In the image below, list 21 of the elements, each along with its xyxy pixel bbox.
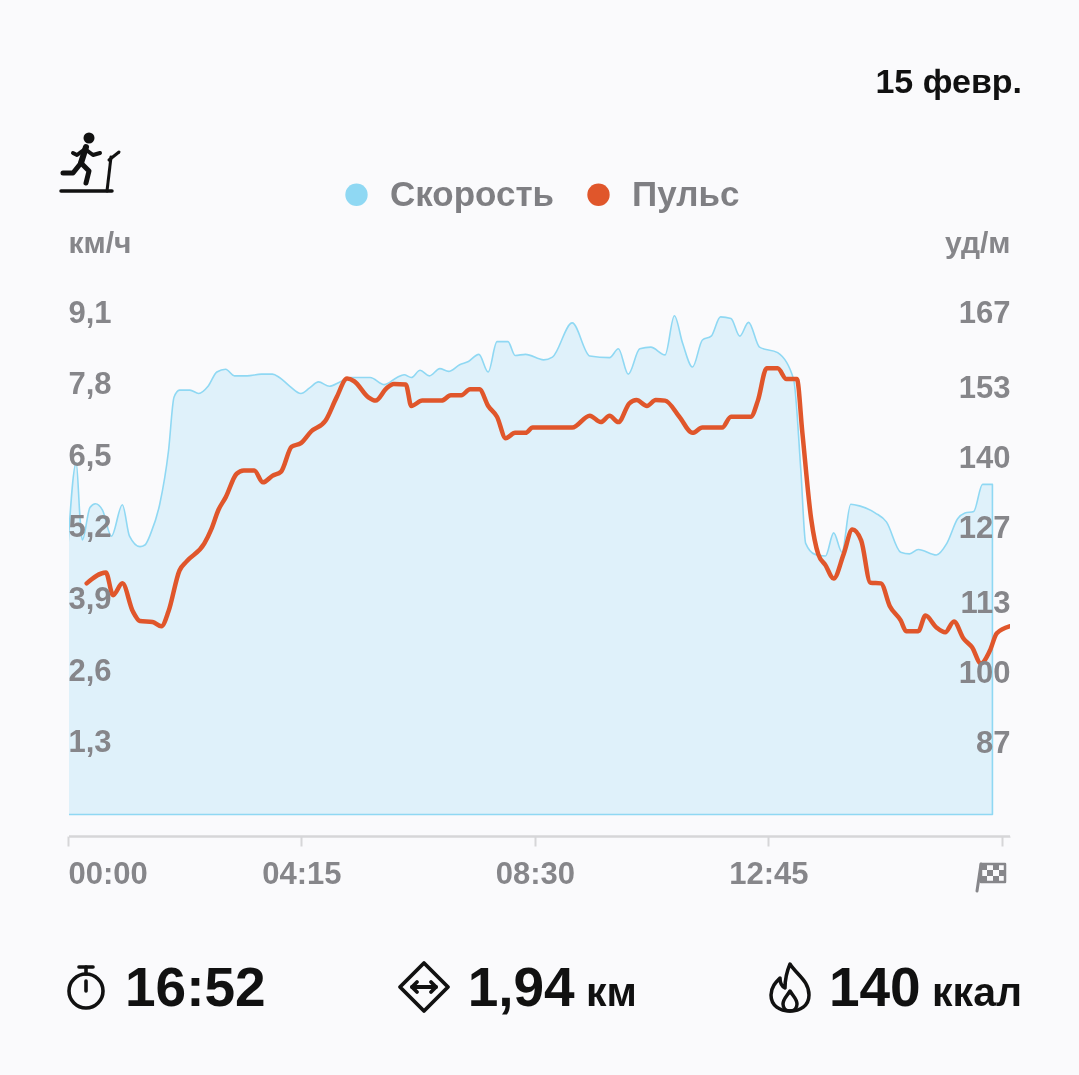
y-tick-label: 1,3 [68, 724, 112, 760]
y2-tick-label: 153 [958, 369, 1011, 405]
text: 16:52 [125, 956, 266, 1018]
y-tick-label: 2,6 [68, 652, 112, 688]
y-tick-label: 9,1 [68, 294, 112, 330]
x-tick-label: 00:00 [68, 855, 148, 891]
legend-label: Скорость [390, 173, 555, 213]
y2-axis-title: уд/м [944, 225, 1011, 259]
text: 140 ккал [828, 956, 1022, 1018]
y-tick-label: 3,9 [68, 581, 112, 617]
text: 1,94 км [467, 956, 637, 1018]
y-axis-title: км/ч [68, 225, 132, 259]
legend-label: Пульс [632, 173, 740, 213]
x-tick-label: 04:15 [262, 855, 342, 891]
y2-tick-label: 167 [958, 294, 1011, 330]
chart-subtitle: 15 февр. [875, 62, 1022, 101]
x-tick-label: 12:45 [729, 855, 809, 891]
y-tick-label: 7,8 [68, 366, 112, 402]
y2-tick-label: 140 [958, 439, 1011, 475]
x-tick-label: 08:30 [495, 855, 576, 891]
y-tick-label: 6,5 [68, 437, 112, 473]
